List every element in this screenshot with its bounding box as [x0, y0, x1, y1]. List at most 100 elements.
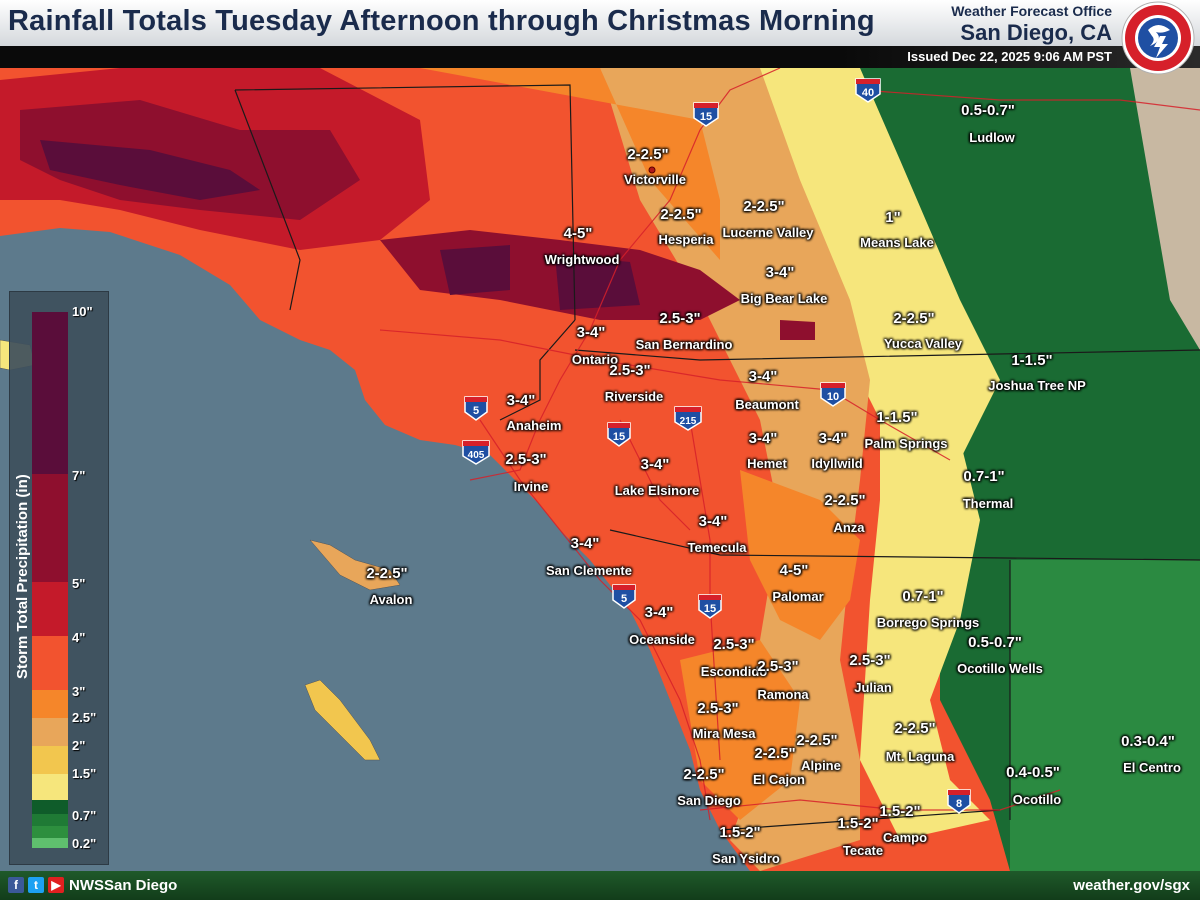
office-name: San Diego, CA	[960, 20, 1112, 45]
location-name: Ocotillo	[1012, 792, 1062, 807]
legend-label-2.5: 2.5"	[72, 710, 97, 725]
legend-label-7: 7"	[72, 468, 86, 483]
location-amount: 0.7-1"	[902, 588, 944, 605]
highway-shield-8: 8	[947, 789, 971, 814]
highway-shield-5: 5	[464, 396, 488, 421]
issued-time: Issued Dec 22, 2025 9:06 AM PST	[907, 49, 1112, 64]
location-dot	[648, 166, 656, 174]
location-amount: 2.5-3"	[609, 362, 651, 379]
location-amount: 3-4"	[506, 392, 536, 409]
location-amount: 0.3-0.4"	[1121, 733, 1175, 750]
location-name: Means Lake	[860, 235, 934, 250]
location-name: Riverside	[604, 389, 664, 404]
location-name: Palomar	[772, 589, 824, 604]
legend-label-0.2: 0.2"	[72, 836, 97, 851]
legend-swatch-1-1.5	[32, 774, 68, 800]
location-name: El Cajon	[752, 772, 806, 787]
location-name: El Centro	[1123, 760, 1181, 775]
legend-label-4: 4"	[72, 630, 86, 645]
legend-swatch-0.2-0.3	[32, 838, 68, 848]
location-amount: 3-4"	[748, 430, 778, 447]
map-title: Rainfall Totals Tuesday Afternoon throug…	[8, 5, 875, 37]
highway-number: 15	[700, 111, 712, 123]
location-name: Hesperia	[658, 232, 714, 247]
location-name: Escondido	[700, 664, 768, 679]
location-amount: 2.5-3"	[713, 636, 755, 653]
location-amount: 1.5-2"	[837, 815, 879, 832]
location-name: San Bernardino	[635, 337, 733, 352]
location-name: Thermal	[962, 496, 1014, 511]
location-name: Victorville	[624, 172, 686, 187]
location-amount: 0.5-0.7"	[961, 102, 1015, 119]
location-name: Tecate	[842, 843, 884, 858]
location-name: Palm Springs	[864, 436, 948, 451]
location-amount: 2-2.5"	[743, 198, 785, 215]
location-amount: 3-4"	[576, 324, 606, 341]
location-name: Ludlow	[969, 130, 1015, 145]
location-amount: 2-2.5"	[660, 206, 702, 223]
location-name: Joshua Tree NP	[988, 378, 1086, 393]
legend-swatch-0.5-0.7	[32, 814, 68, 826]
location-name: Anaheim	[506, 418, 562, 433]
website-link[interactable]: weather.gov/sgx	[1073, 877, 1190, 894]
legend-swatch-3-4	[32, 636, 68, 690]
location-name: Idyllwild	[811, 456, 863, 471]
legend-swatch-2-2.5	[32, 718, 68, 746]
location-amount: 2.5-3"	[849, 652, 891, 669]
location-amount: 1-1.5"	[1011, 352, 1053, 369]
location-amount: 1.5-2"	[719, 824, 761, 841]
location-amount: 3-4"	[748, 368, 778, 385]
location-amount: 2-2.5"	[824, 492, 866, 509]
location-amount: 3-4"	[818, 430, 848, 447]
location-name: Mira Mesa	[692, 726, 756, 741]
location-name: Julian	[854, 680, 892, 695]
location-name: Hemet	[747, 456, 787, 471]
legend-label-10: 10"	[72, 304, 93, 319]
legend-label-1.5: 1.5"	[72, 766, 97, 781]
highway-shield-215: 215	[674, 406, 702, 431]
location-amount: 3-4"	[640, 456, 670, 473]
highway-number: 15	[613, 431, 625, 443]
location-amount: 2.5-3"	[505, 451, 547, 468]
location-name: Anza	[833, 520, 865, 535]
legend-label-0.7: 0.7"	[72, 808, 97, 823]
highway-number: 10	[827, 391, 839, 403]
location-name: Borrego Springs	[876, 615, 980, 630]
highway-shield-10: 10	[820, 382, 846, 407]
location-name: Ramona	[757, 687, 809, 702]
title-bar: Rainfall Totals Tuesday Afternoon throug…	[0, 0, 1200, 47]
location-amount: 0.7-1"	[963, 468, 1005, 485]
location-name: Alpine	[801, 758, 841, 773]
location-name: Avalon	[369, 592, 413, 607]
location-amount: 2-2.5"	[894, 720, 936, 737]
location-name: Temecula	[687, 540, 747, 555]
location-name: Ontario	[571, 352, 619, 367]
location-amount: 2.5-3"	[659, 310, 701, 327]
facebook-icon[interactable]: f	[8, 877, 24, 893]
highway-number: 215	[680, 416, 697, 427]
legend-swatch-0.3-0.5	[32, 826, 68, 838]
location-amount: 2-2.5"	[754, 745, 796, 762]
highway-shield-40: 40	[855, 78, 881, 103]
location-name: Irvine	[513, 479, 549, 494]
legend-swatch-0.7-1	[32, 800, 68, 814]
location-name: Mt. Laguna	[885, 749, 955, 764]
highway-shield-15: 15	[607, 422, 631, 447]
location-name: Oceanside	[629, 632, 695, 647]
highway-shield-405: 405	[462, 440, 490, 465]
location-amount: 2-2.5"	[683, 766, 725, 783]
highway-number: 15	[704, 603, 716, 615]
nws-logo	[1121, 1, 1195, 75]
location-amount: 0.4-0.5"	[1006, 764, 1060, 781]
issued-bar: Issued Dec 22, 2025 9:06 AM PST	[0, 46, 1200, 68]
highway-number: 5	[473, 405, 479, 417]
highway-shield-5: 5	[612, 584, 636, 609]
location-name: San Clemente	[546, 563, 632, 578]
location-amount: 1"	[885, 209, 901, 226]
social-handle[interactable]: NWSSan Diego	[69, 877, 178, 894]
location-name: Wrightwood	[544, 252, 620, 267]
youtube-icon[interactable]: ▶	[48, 877, 64, 893]
footer-bar: f t ▶ NWSSan Diego weather.gov/sgx	[0, 871, 1200, 900]
twitter-icon[interactable]: t	[28, 877, 44, 893]
location-name: Beaumont	[735, 397, 799, 412]
